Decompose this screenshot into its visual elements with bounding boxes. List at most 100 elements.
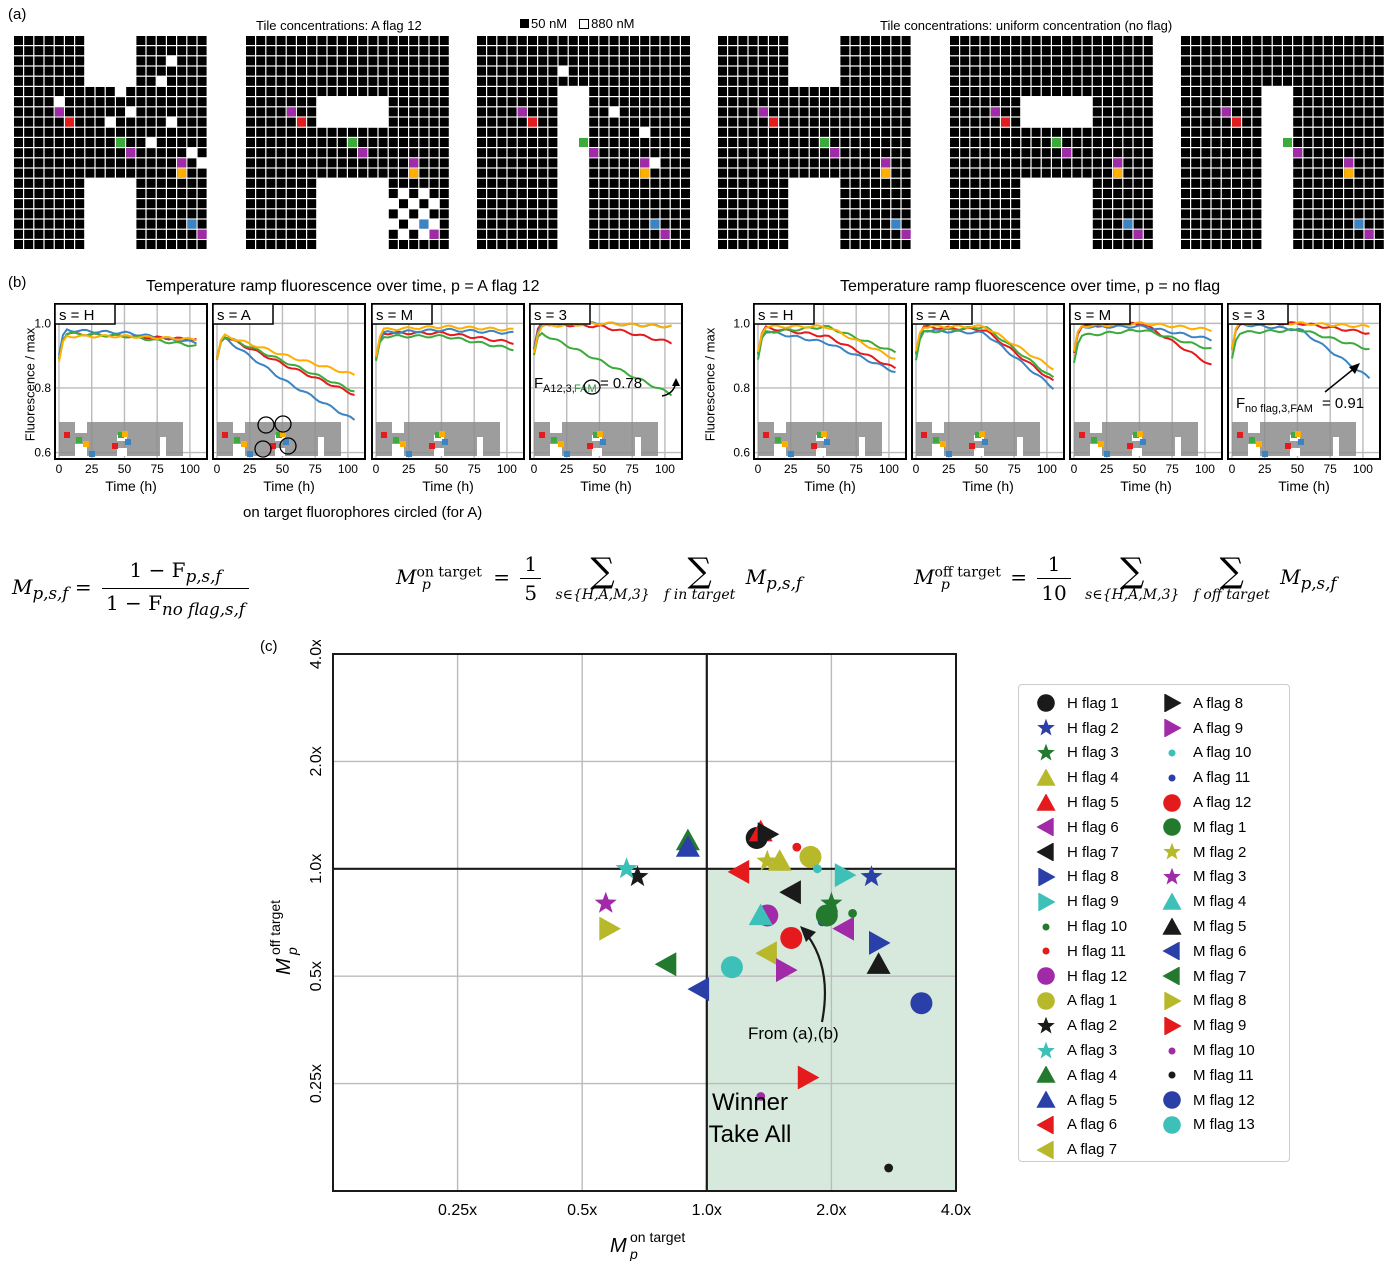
ham-inset [376,422,500,457]
x-tick-label: 0 [214,462,221,476]
x-axis-label: Time (h) [263,478,315,494]
point-h-flag-9 [834,863,857,888]
legend-item: M flag 8 [1159,989,1255,1014]
legend-white-square [579,18,590,29]
x-tick-label: 50 [817,462,831,476]
legend-marker-icon [1164,719,1182,738]
f2-equals: = [493,565,511,589]
legend-item: A flag 6 [1033,1113,1127,1138]
f3-rhs-sub: p,s,f [1300,574,1337,593]
annotation-left-value: = 0.78 [600,375,642,392]
legend-marker-icon [1037,967,1055,985]
legend-label: H flag 4 [1067,769,1119,787]
legend-label: A flag 1 [1067,992,1118,1010]
legend-item: A flag 5 [1033,1088,1127,1113]
point-h-flag-7 [779,880,801,905]
fluor-series [757,330,896,373]
legend-marker [1163,843,1181,860]
formula-2: Mon targetp = 1 5 ∑ s∈{H,A,M,3} ∑ f in tar… [396,552,802,605]
y-tick-label: 0.25x [308,1064,325,1103]
subplot-title: s = A [217,307,251,324]
legend-item: A flag 8 [1159,691,1255,716]
legend-marker [1036,793,1056,811]
legend-label: M flag 1 [1193,818,1247,836]
legend-label: A flag 8 [1193,694,1244,712]
legend-item: H flag 1 [1033,691,1127,716]
legend-item: H flag 8 [1033,865,1127,890]
x-tick-label: 25 [1258,462,1272,476]
legend-item: H flag 3 [1033,741,1127,766]
legend-marker [1168,1071,1176,1079]
fluor-series [216,335,356,421]
x-axis-label: Time (h) [962,478,1014,494]
legend-label: A flag 5 [1067,1091,1118,1109]
annotation-right-value: = 0.91 [1322,395,1364,412]
x-tick-label: 0 [755,462,762,476]
point-h-flag-11 [792,842,802,852]
legend-label: M flag 6 [1193,942,1247,960]
legend-marker [1037,694,1055,713]
legend-label: A flag 11 [1193,769,1251,787]
legend-marker-icon [1036,1140,1054,1159]
annotation-left: F A12,3, FAM = 0.78 [534,375,680,397]
fluor-subplot-5: s = H 0 25 50 75 100 Time (h) 1.0 0.8 0.6 [733,303,907,494]
x-tick-label: 75 [468,462,482,476]
legend-marker [1163,818,1181,837]
legend-item: M flag 7 [1159,964,1255,989]
legend-marker [1037,719,1055,736]
legend-marker [1168,1047,1176,1055]
subplot-title: s = 3 [534,307,567,324]
ham-inset [916,422,1040,457]
f3-frac-den: 10 [1041,581,1067,605]
tile-grid-4 [718,36,911,249]
point-h-flag-6 [832,916,854,941]
ham-inset [217,422,341,457]
tile-grid-3 [477,36,690,249]
x-tick-label: 75 [626,462,640,476]
x-axis-label: M on target p [610,1229,685,1261]
legend-marker-icon [1163,1091,1181,1109]
legend-item: H flag 5 [1033,790,1127,815]
tile-grid-2 [246,36,449,249]
panel-a-left-title: Tile concentrations: A flag 12 [256,18,422,33]
legend-marker-icon [1163,867,1181,885]
y-tick-label: 4.0x [308,640,325,669]
fluor-series [533,331,673,397]
legend-label: M flag 9 [1193,1017,1247,1035]
annotation-right-f: F [1236,395,1245,412]
x-tick-label: 25 [942,462,956,476]
legend-item: A flag 10 [1159,741,1255,766]
f3-rhs: M [1280,565,1301,589]
x-tick-label: 25 [560,462,574,476]
xlabel-sup: on target [630,1229,685,1245]
f3-sum-1: ∑ s∈{H,A,M,3} [1085,550,1180,603]
legend-item: H flag 12 [1033,964,1127,989]
x-tick-label: 0 [531,462,538,476]
fluor-series [216,333,355,376]
x-axis-label: Time (h) [422,478,474,494]
legend-item: A flag 12 [1159,790,1255,815]
fluor-subplot-4: s = 3 0 25 50 75 100 Time (h) [529,303,683,494]
legend-marker-icon [1042,947,1050,955]
legend-marker-icon [1036,1091,1056,1108]
legend-marker-icon [1162,917,1182,935]
x-tick-label: 50 [1133,462,1147,476]
subplot-title: s = M [376,307,413,324]
point-m-flag-2 [756,849,779,871]
legend-marker-icon [1038,867,1056,886]
legend-marker [1168,749,1176,757]
legend-marker [1037,743,1055,761]
x-tick-label: 0 [1229,462,1236,476]
legend-marker [1168,774,1176,782]
f2-fraction: 1 5 [520,552,542,605]
legend-marker-icon [1037,992,1055,1010]
legend-item: H flag 4 [1033,765,1127,790]
f3-fraction: 1 10 [1037,552,1071,605]
y-axis-label: M off target p [267,900,300,975]
subplot-title: s = H [59,307,94,324]
annotation-left-circle [583,379,601,395]
legend-label: H flag 8 [1067,868,1119,886]
legend-label: A flag 7 [1067,1141,1118,1159]
point-h-flag-8 [869,930,891,955]
fluor-series [915,324,1054,371]
